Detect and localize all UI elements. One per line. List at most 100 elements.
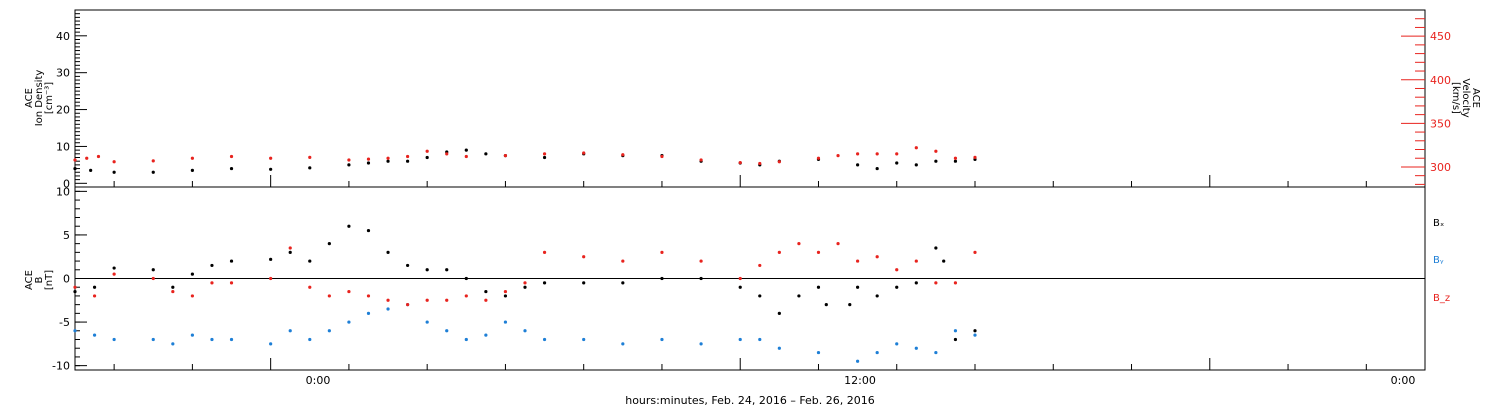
bfield-series-1-point: [738, 337, 742, 342]
top-right-tick-label: 400: [1430, 74, 1451, 87]
velocity-series-0-point: [777, 160, 781, 164]
top-panel: 0 10 20 30 40 300 350 400 450 ACE Ion Density […: [24, 9, 1481, 190]
x-tick-label-2: 0:00: [1391, 374, 1416, 387]
velocity-series-0-point: [699, 158, 703, 162]
density-series-0-point: [484, 152, 488, 156]
density-series-0-point: [366, 161, 371, 165]
top-panel-frame: [74, 9, 1426, 188]
bfield-series-0-point: [660, 276, 664, 281]
density-series-0-point: [875, 166, 879, 171]
bfield-series-2-point: [934, 281, 938, 285]
velocity-series-0-point: [503, 154, 508, 158]
density-series-0-point: [895, 161, 899, 165]
x-axis-ticks: [113, 175, 1367, 370]
bottom-left-axis-label-line-3: [nT]: [44, 270, 55, 290]
bfield-series-2-point: [895, 268, 899, 272]
bfield-series-2-point: [327, 294, 331, 298]
bfield-series-1-point: [92, 333, 97, 337]
bfield-series-0-point: [503, 294, 508, 298]
bfield-series-1-point: [425, 320, 429, 324]
bfield-series-0-point: [112, 266, 116, 270]
bfield-series-2-point: [523, 281, 527, 285]
bfield-series-1-point: [269, 342, 273, 346]
bfield-series-2-point: [836, 242, 840, 246]
legend-by: Bᵧ: [1433, 255, 1444, 266]
velocity-series-0-point: [816, 156, 821, 160]
bfield-series-1-point: [171, 342, 175, 346]
bfield-series-0-point: [777, 311, 781, 315]
bfield-series-1-point: [953, 329, 958, 333]
top-right-axis-ticks: 300 350 400 450: [1401, 18, 1451, 185]
velocity-series-0-point: [347, 158, 351, 162]
bfield-series-1-point: [112, 337, 116, 342]
velocity-series-0-point: [738, 160, 742, 165]
bfield-series-0-point: [229, 259, 234, 263]
bfield-series-0-point: [406, 263, 410, 268]
bfield-series-0-point: [856, 285, 860, 289]
bfield-series-0-point: [758, 294, 762, 298]
velocity-series-0-point: [151, 159, 155, 163]
density-series-0-point: [386, 159, 390, 163]
bfield-series-2-point: [582, 255, 586, 259]
top-left-axis-label-line-3: [cm⁻³]: [44, 82, 55, 114]
velocity-series-0-point: [366, 157, 371, 161]
velocity-series-0-point: [914, 146, 918, 150]
density-series-0-point: [953, 159, 958, 163]
bfield-series-1-point: [542, 337, 547, 342]
bfield-series-1-point: [895, 342, 899, 346]
bfield-series-2-point: [210, 281, 214, 285]
velocity-series-0-point: [895, 152, 899, 156]
bfield-series-0-point: [895, 285, 899, 289]
density-series-0-point: [914, 163, 918, 167]
bfield-series-0-point: [699, 276, 703, 281]
bfield-series-2-point: [875, 255, 879, 259]
density-series-0-point: [151, 170, 155, 174]
bfield-series-2-point: [92, 294, 97, 298]
bfield-series-1-point: [464, 337, 468, 342]
top-left-tick-label: 10: [56, 140, 70, 153]
velocity-series-0-point: [96, 154, 101, 159]
bfield-series-1-point: [190, 333, 194, 337]
bfield-series-2-point: [777, 250, 781, 254]
bfield-series-0-point: [797, 294, 801, 298]
bottom-left-axis-label-line-1: ACE: [24, 270, 35, 290]
velocity-series-0-point: [269, 156, 273, 160]
bottom-left-axis-label-line-2: B: [34, 276, 45, 283]
top-right-tick-label: 300: [1430, 161, 1451, 174]
velocity-series-0-point: [308, 155, 312, 159]
velocity-series-0-point: [406, 154, 410, 159]
bfield-series-2-point: [699, 259, 703, 263]
bfield-series-1-point: [621, 342, 625, 346]
bfield-series-0-point: [582, 281, 586, 285]
bfield-series-1-point: [816, 350, 821, 355]
bfield-series-1-point: [484, 333, 488, 337]
density-series-0-point: [347, 163, 351, 167]
bfield-series-0-point: [542, 281, 547, 285]
density-series-0-point: [112, 170, 116, 174]
top-right-tick-label: 450: [1430, 30, 1451, 43]
bfield-series-1-point: [934, 350, 938, 355]
bfield-series-1-point: [210, 337, 214, 342]
bfield-series-0-point: [445, 268, 449, 272]
velocity-series-0-point: [973, 155, 977, 159]
bfield-series-1-point: [856, 359, 860, 363]
velocity-series-0-point: [856, 152, 860, 156]
x-tick-label-1: 12:00: [844, 374, 876, 387]
bfield-series-0-point: [942, 259, 946, 263]
bfield-series-0-point: [386, 250, 390, 254]
bfield-series-2-point: [621, 259, 625, 263]
bfield-series-0-point: [366, 228, 371, 233]
velocity-series-0-point: [953, 156, 958, 160]
top-left-axis-ticks: 0 10 20 30 40: [56, 13, 87, 190]
bfield-series-2-point: [503, 289, 508, 294]
bfield-series-1-point: [386, 307, 390, 311]
density-series-0-point: [856, 163, 860, 167]
bfield-series-0-point: [875, 294, 879, 298]
bfield-series-2-point: [308, 285, 312, 289]
x-axis-label: hours:minutes, Feb. 24, 2016 – Feb. 26, …: [625, 394, 875, 407]
density-series-0-point: [406, 159, 410, 163]
bfield-series-2-point: [386, 298, 390, 302]
bfield-series-0-point: [210, 263, 214, 268]
bfield-series-2-point: [151, 276, 155, 281]
density-series-0-point: [229, 166, 234, 171]
